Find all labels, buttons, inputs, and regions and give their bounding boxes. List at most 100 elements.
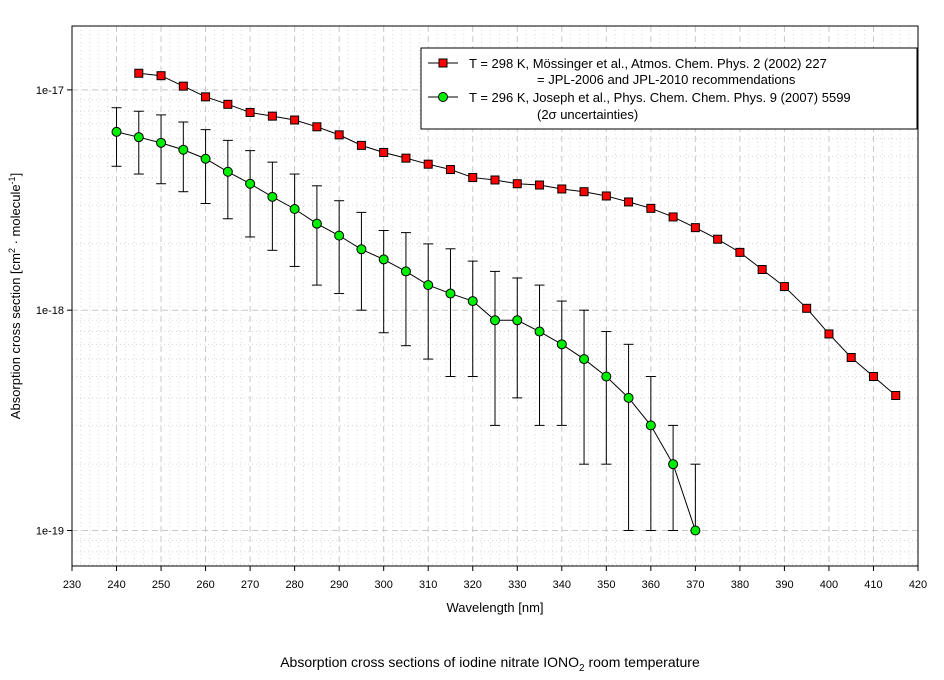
data-point-square bbox=[267, 111, 277, 121]
data-point-circle bbox=[378, 254, 389, 265]
y-tick-label: 1e-19 bbox=[36, 525, 64, 537]
x-tick-label: 390 bbox=[775, 579, 793, 591]
x-tick-label: 230 bbox=[63, 579, 81, 591]
plot-frame bbox=[71, 25, 919, 567]
data-point-square bbox=[535, 180, 545, 190]
data-point-circle bbox=[178, 144, 189, 155]
x-tick-label: 290 bbox=[330, 579, 348, 591]
y-tick-label: 1e-18 bbox=[36, 305, 64, 317]
x-tick-label: 330 bbox=[508, 579, 526, 591]
data-point-square bbox=[379, 147, 389, 157]
data-point-square bbox=[401, 153, 411, 163]
data-point-square bbox=[468, 173, 478, 183]
x-tick-label: 280 bbox=[285, 579, 303, 591]
x-tick-label: 260 bbox=[196, 579, 214, 591]
legend-circle-marker bbox=[438, 92, 448, 102]
data-point-circle bbox=[445, 288, 456, 299]
data-point-circle bbox=[490, 315, 500, 326]
data-point-circle bbox=[579, 354, 590, 365]
legend-label-mossinger-line2: = JPL-2006 and JPL-2010 recommendations bbox=[537, 72, 796, 87]
data-point-circle bbox=[623, 392, 634, 403]
data-point-square bbox=[445, 165, 455, 175]
data-point-square bbox=[557, 184, 567, 194]
series-markers bbox=[111, 68, 901, 536]
data-point-circle bbox=[423, 280, 434, 291]
x-axis-label: Wavelength [nm] bbox=[446, 600, 543, 615]
data-point-square bbox=[334, 130, 344, 140]
data-point-square bbox=[757, 265, 767, 275]
x-tick-label: 410 bbox=[864, 579, 882, 591]
x-tick-label: 400 bbox=[820, 579, 838, 591]
data-point-square bbox=[713, 234, 723, 244]
legend-label-joseph: T = 296 K, Joseph et al., Phys. Chem. Ch… bbox=[469, 90, 851, 105]
data-point-circle bbox=[690, 525, 701, 536]
x-tick-label: 340 bbox=[553, 579, 571, 591]
data-point-circle bbox=[467, 296, 478, 307]
data-point-square bbox=[512, 179, 522, 189]
data-point-square bbox=[356, 140, 366, 150]
x-tick-label: 360 bbox=[642, 579, 660, 591]
data-point-square bbox=[824, 329, 834, 339]
x-tick-label: 300 bbox=[375, 579, 393, 591]
data-point-circle bbox=[311, 218, 322, 229]
x-tick-label: 350 bbox=[597, 579, 615, 591]
x-tick-label: 370 bbox=[686, 579, 704, 591]
data-point-square bbox=[868, 372, 878, 382]
y-axis-ticks: 1e-17 1e-18 1e-19 bbox=[36, 85, 72, 537]
data-point-square bbox=[779, 282, 789, 292]
data-point-square bbox=[579, 187, 589, 197]
data-point-circle bbox=[245, 178, 256, 189]
x-tick-label: 310 bbox=[419, 579, 437, 591]
legend-square-marker bbox=[438, 58, 448, 68]
legend: T = 298 K, Mössinger et al., Atmos. Chem… bbox=[420, 47, 918, 130]
data-point-square bbox=[690, 223, 700, 233]
data-point-circle bbox=[556, 339, 567, 350]
data-point-circle bbox=[512, 315, 523, 326]
x-tick-label: 240 bbox=[107, 579, 125, 591]
data-point-square bbox=[223, 99, 233, 109]
data-point-circle bbox=[400, 266, 411, 277]
x-tick-label: 250 bbox=[152, 579, 170, 591]
data-point-circle bbox=[133, 132, 144, 143]
data-point-square bbox=[668, 212, 678, 222]
y-tick-label: 1e-17 bbox=[36, 85, 64, 97]
y-axis-label: Absorption cross section [cm2 · molecule… bbox=[7, 173, 23, 419]
data-point-circle bbox=[267, 191, 278, 202]
data-point-circle bbox=[111, 126, 122, 137]
chart-title: Absorption cross sections of iodine nitr… bbox=[280, 654, 700, 674]
data-point-square bbox=[601, 191, 611, 201]
series-lines bbox=[116, 72, 897, 531]
data-point-square bbox=[490, 175, 500, 185]
error-bars bbox=[111, 107, 701, 531]
data-point-square bbox=[624, 197, 634, 207]
data-point-square bbox=[735, 247, 745, 257]
data-point-circle bbox=[222, 166, 233, 177]
x-tick-label: 270 bbox=[241, 579, 259, 591]
data-point-square bbox=[201, 92, 211, 102]
data-point-square bbox=[178, 81, 188, 91]
x-tick-label: 320 bbox=[464, 579, 482, 591]
data-point-circle bbox=[668, 459, 679, 470]
legend-label-mossinger: T = 298 K, Mössinger et al., Atmos. Chem… bbox=[469, 56, 827, 71]
x-tick-label: 380 bbox=[731, 579, 749, 591]
data-point-square bbox=[245, 107, 255, 117]
data-point-circle bbox=[200, 153, 211, 164]
data-point-circle bbox=[156, 137, 167, 148]
data-point-square bbox=[891, 391, 901, 401]
data-point-circle bbox=[356, 244, 367, 255]
legend-label-joseph-line2: (2σ uncertainties) bbox=[537, 107, 638, 122]
data-point-circle bbox=[334, 230, 345, 241]
data-point-circle bbox=[645, 420, 656, 431]
data-point-circle bbox=[601, 371, 612, 382]
legend-box bbox=[420, 47, 918, 130]
data-point-square bbox=[312, 122, 322, 132]
data-point-square bbox=[290, 115, 300, 125]
data-point-square bbox=[846, 352, 856, 362]
data-point-circle bbox=[534, 326, 545, 337]
x-tick-label: 420 bbox=[909, 579, 927, 591]
x-axis-ticks: 230 240 250 260 270 280 290 300 310 320 330 340 350 3… bbox=[63, 566, 927, 591]
data-point-square bbox=[156, 71, 166, 81]
data-point-square bbox=[646, 203, 656, 213]
data-point-square bbox=[134, 68, 144, 78]
